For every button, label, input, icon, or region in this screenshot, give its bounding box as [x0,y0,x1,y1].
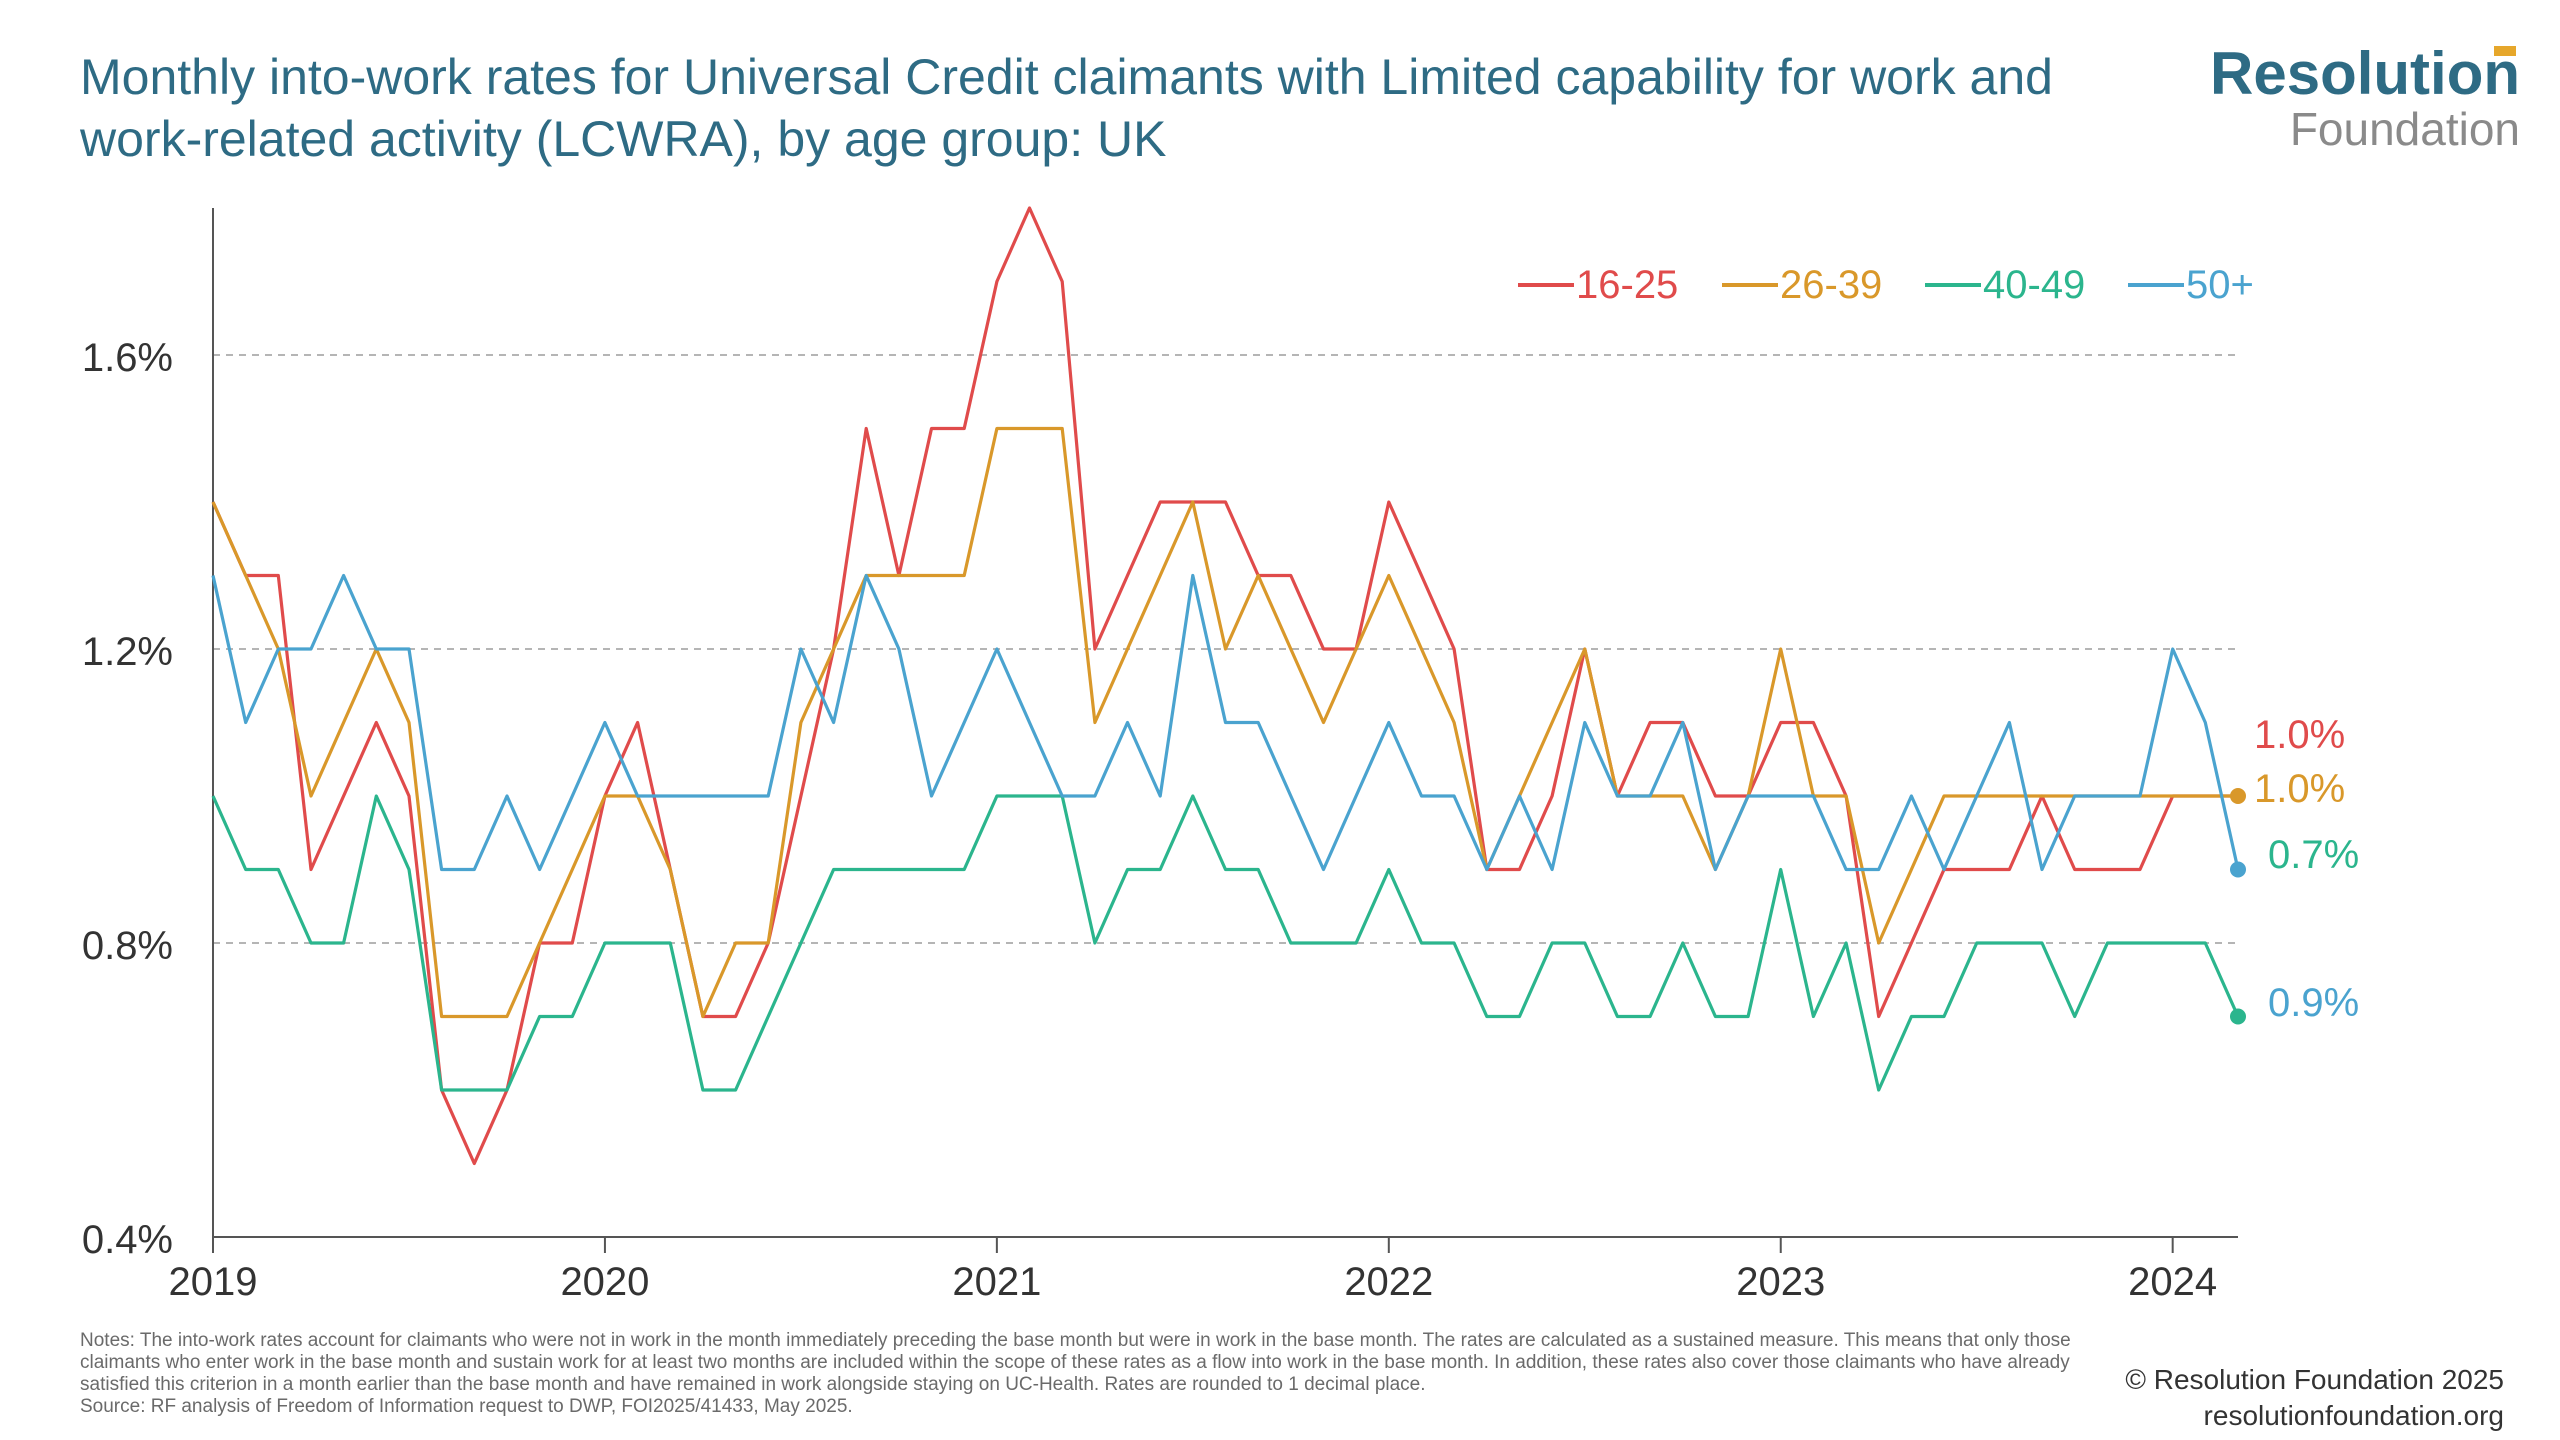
source-text: Source: RF analysis of Freedom of Inform… [80,1396,853,1417]
series-16-25-end-label: 1.0% [2254,713,2345,757]
axes [212,208,2238,1238]
series-end-labels: 1.0% 1.0% 0.7% 0.9% [2230,713,2359,1025]
logo-accent-mark [2494,46,2516,56]
y-tick-label: 0.8% [82,924,173,968]
y-tick-label: 0.4% [82,1218,173,1262]
x-tick-label: 2023 [1736,1260,1825,1304]
chart-legend: 16-25 26-39 40-49 50+ [1518,263,2254,307]
series-50-plus-line [211,573,2240,872]
legend-50-plus-label: 50+ [2186,263,2254,307]
copyright-block: © Resolution Foundation 2025 resolutionf… [2125,1362,2504,1434]
x-tick-label: 2022 [1344,1260,1433,1304]
y-axis-tick-labels: 0.4% 0.8% 1.2% 1.6% [82,336,173,1262]
website-link: resolutionfoundation.org [2203,1400,2504,1431]
x-tick-label: 2019 [169,1260,258,1304]
series-40-49-line [211,794,2240,1092]
copyright-text: © Resolution Foundation 2025 [2125,1364,2504,1395]
logo-main-text: Resolution [2210,40,2520,107]
resolution-foundation-logo: Resolution Foundation [2210,40,2520,155]
series-26-39-line [211,426,2238,1019]
series-26-39-end-label: 1.0% [2254,767,2345,811]
series-50-plus-end-point [2230,861,2246,878]
x-tick-label: 2020 [560,1260,649,1304]
series-26-39-end-point [2230,788,2246,804]
y-tick-label: 1.2% [82,630,173,674]
logo-sub-text: Foundation [2289,103,2520,155]
series-40-49-end-point [2230,1008,2246,1025]
legend-26-39-label: 26-39 [1780,263,1882,307]
series-50-plus-end-label: 0.9% [2268,981,2359,1025]
line-chart: 0.4% 0.8% 1.2% 1.6% 2019 2020 2021 2022 2023 202… [82,206,2359,1304]
series-16-25-line [211,206,2238,1166]
series-lines [211,206,2240,1166]
legend-40-49-label: 40-49 [1983,263,2085,307]
legend-16-25-label: 16-25 [1576,263,1678,307]
chart-notes: Notes: The into-work rates account for c… [80,1330,2110,1418]
chart-title: Monthly into-work rates for Universal Cr… [80,49,2053,167]
x-axis-tick-labels: 2019 2020 2021 2022 2023 2024 [169,1237,2217,1304]
x-tick-label: 2024 [2128,1260,2217,1304]
series-40-49-end-label: 0.7% [2268,833,2359,877]
x-tick-label: 2021 [952,1260,1041,1304]
notes-text: Notes: The into-work rates account for c… [80,1330,2071,1395]
y-tick-label: 1.6% [82,336,173,380]
